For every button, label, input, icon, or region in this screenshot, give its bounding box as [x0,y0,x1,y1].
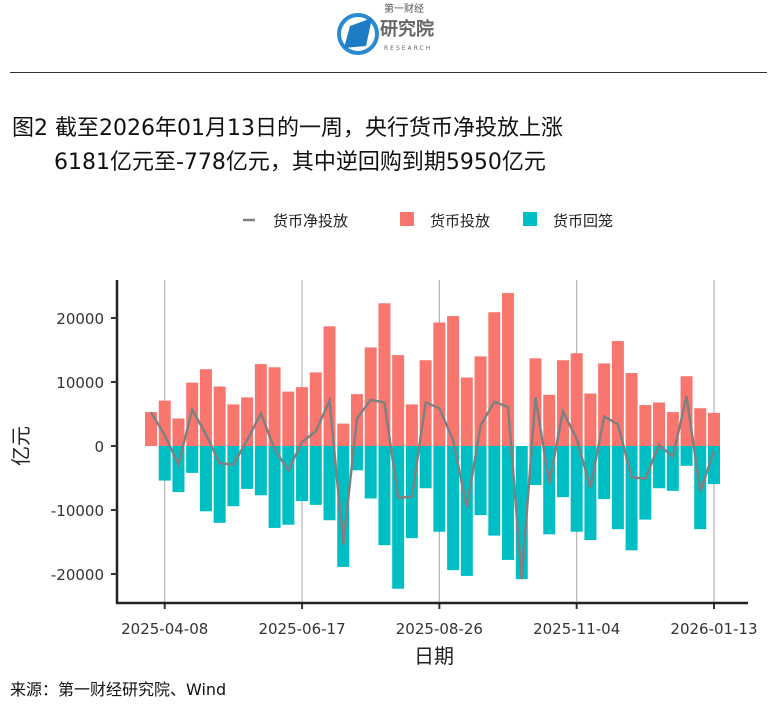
withdrawal-bar [364,446,377,499]
withdrawal-bar [611,446,624,530]
injection-bar [378,303,391,446]
x-tick-label: 2026-01-13 [670,620,757,638]
injection-bar [488,312,501,446]
withdrawal-bar [488,446,501,536]
withdrawal-bar [282,446,295,525]
y-tick-label: 0 [94,438,104,456]
injection-bar [337,423,350,446]
title-line1: 图2 截至2026年01月13日的一周，央行货币净投放上涨 [12,116,563,141]
injection-bar [158,400,171,446]
injection-bar [611,341,624,446]
withdrawal-bar [323,446,336,521]
injection-bar [543,394,556,446]
injection-bar [172,418,185,446]
withdrawal-bar [502,446,515,560]
withdrawal-bar [529,446,542,486]
injection-bar [502,293,515,446]
injection-bar [282,391,295,446]
withdrawal-bar [708,446,720,485]
withdrawal-bar [419,446,432,489]
legend-injection-label: 货币投放 [430,212,490,230]
x-tick-label: 2025-04-08 [121,620,208,638]
legend-injection-key [400,212,414,226]
injection-bar [213,386,226,446]
logo-text: 研究院 [380,19,434,40]
withdrawal-bar [337,446,350,567]
withdrawal-bar [309,446,322,505]
injection-bar [598,363,611,446]
x-axis-label: 日期 [414,644,454,668]
withdrawal-bar [680,446,693,466]
withdrawal-bar [241,446,254,489]
injection-bar [584,393,597,446]
net-injection-line [149,395,716,580]
injection-bar [570,353,583,446]
chart: 2025-04-08 2025-06-17 2025-08-26 2025-11-04… [9,212,758,668]
injection-bar [364,347,377,446]
legend-withdrawal-label: 货币回笼 [553,212,613,230]
legend-withdrawal-key [523,212,537,226]
chart-title: 图2 截至2026年01月13日的一周，央行货币净投放上涨 6181亿元至-77… [12,112,563,180]
withdrawal-bar [186,446,199,473]
injection-bar [474,356,487,446]
y-tick-label: -10000 [51,502,104,520]
withdrawal-bar [598,446,611,500]
injection-bar [625,373,638,446]
withdrawal-bar [254,446,267,496]
withdrawal-bar [556,446,569,498]
withdrawal-bar [158,446,171,481]
injection-bar [447,316,460,446]
x-tick-label: 2025-08-26 [396,620,483,638]
injection-bar [145,412,157,446]
y-tick-label: -20000 [51,566,104,584]
withdrawal-bar [378,446,391,546]
x-tick-label: 2025-06-17 [258,620,345,638]
injection-bar [323,326,336,446]
injection-bar [639,405,652,446]
withdrawal-bar [639,446,652,520]
injection-bar [268,367,281,446]
injection-bar [227,404,240,446]
injection-bar [694,408,707,446]
injection-bar [680,376,693,446]
y-axis-label: 亿元 [9,426,33,466]
injection-bar [708,412,720,446]
withdrawal-bar [474,446,487,516]
header-divider [10,72,767,73]
withdrawal-bar [199,446,212,512]
title-line2: 6181亿元至-778亿元，其中逆回购到期5950亿元 [54,150,546,175]
injection-bar [666,412,679,446]
logo-text: RESEARCH [384,45,433,52]
withdrawal-bar [653,446,666,489]
withdrawal-bar [570,446,583,532]
withdrawal-bar [447,446,460,571]
withdrawal-bar [625,446,638,551]
y-tick-label: 20000 [56,310,104,328]
legend-net-label: 货币净投放 [273,212,348,230]
injection-bar [296,387,309,446]
withdrawal-bar [666,446,679,491]
logo [337,13,379,55]
y-tick-label: 10000 [56,374,104,392]
x-tick-label: 2025-11-04 [533,620,620,638]
withdrawal-bar [460,446,473,576]
withdrawal-bar [213,446,226,523]
withdrawal-bar [433,446,446,532]
injection-bar [653,402,666,446]
source-note: 来源：第一财经研究院、Wind [10,680,227,699]
injection-bar [433,322,446,446]
injection-bar [254,364,267,446]
injection-bar [392,355,405,446]
logo-text: 第一财经 [384,4,424,15]
injection-bar [405,404,418,446]
injection-bar [460,377,473,446]
withdrawal-bar [268,446,281,528]
withdrawal-bar [296,446,309,502]
